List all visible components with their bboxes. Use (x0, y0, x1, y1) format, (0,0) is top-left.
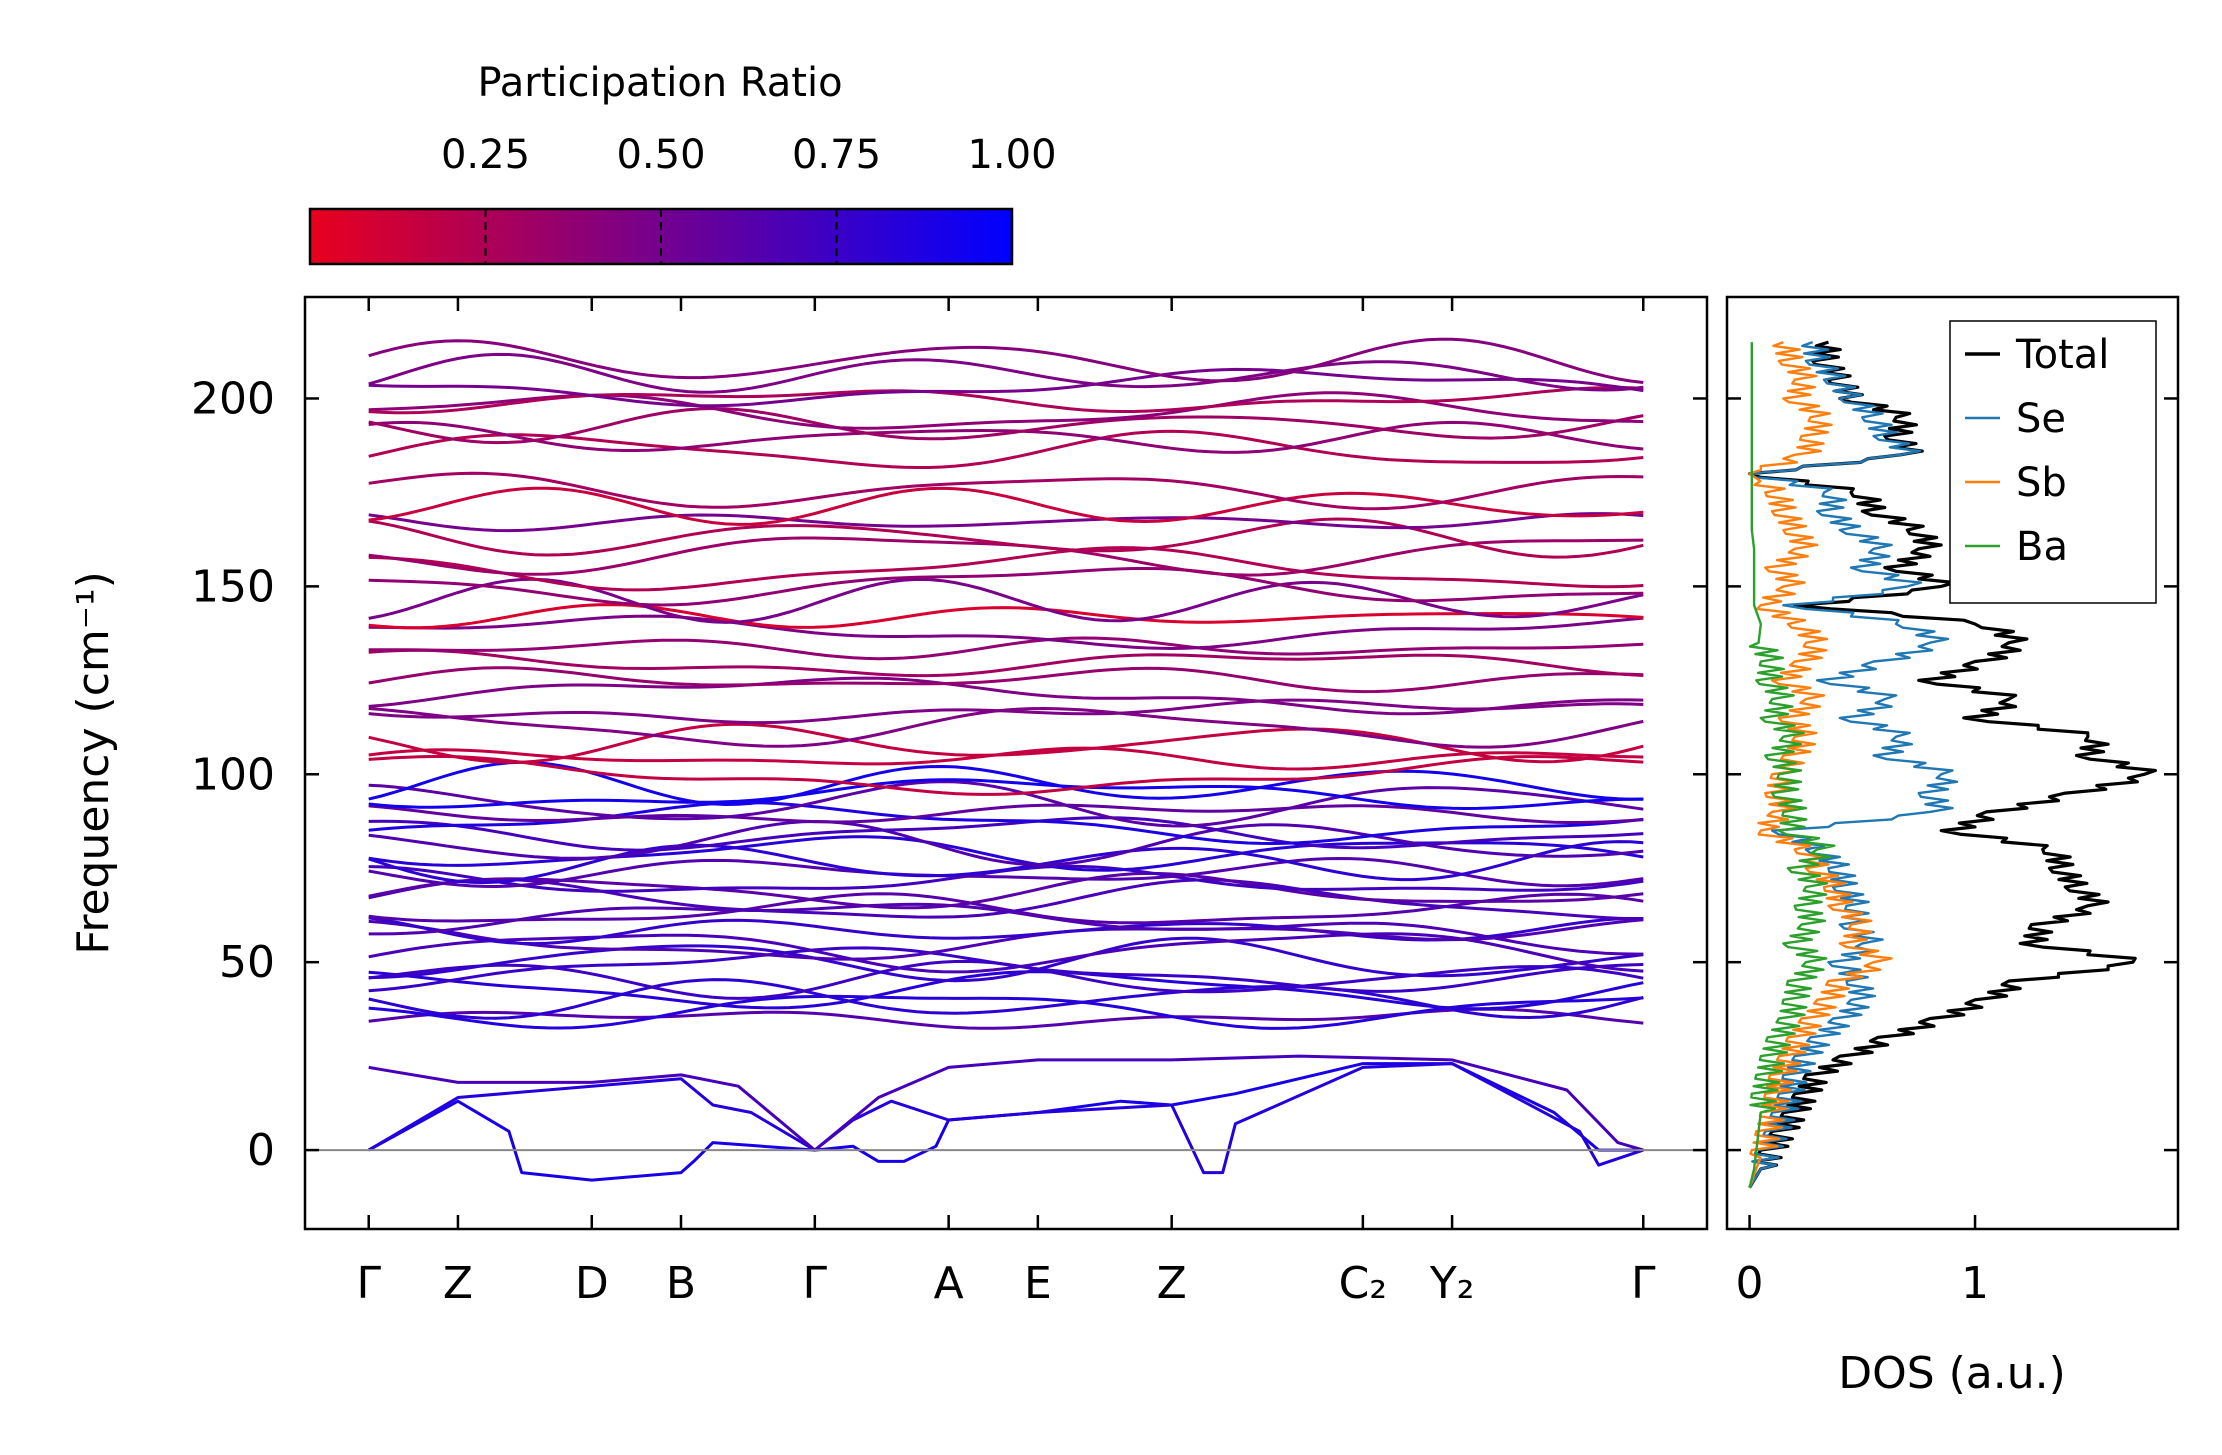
optical-branch (368, 486, 1644, 526)
acoustic-branch (367, 1062, 1644, 1175)
optical-branch (368, 932, 1644, 974)
acoustic-branch (367, 1062, 1644, 1182)
legend-label: Ba (2016, 524, 2068, 570)
optical-branch (368, 722, 1644, 764)
optical-branch (368, 337, 1644, 384)
optical-branch (368, 994, 1644, 1030)
optical-branch (368, 420, 1644, 454)
optical-branch (368, 803, 1644, 824)
band-x-ticks: Γ Z D B Γ A E Z C₂ Y₂ Γ (356, 297, 1656, 1309)
optical-branch (368, 819, 1644, 867)
dos-legend: Total Se Sb Ba (1949, 320, 2157, 604)
optical-branch (368, 471, 1644, 511)
y-tick-label: 100 (191, 749, 275, 800)
legend-frame (1949, 320, 2157, 604)
optical-branch (368, 648, 1644, 678)
optical-branch (368, 429, 1644, 469)
kpoint-label: D (575, 1258, 609, 1309)
optical-branch (368, 856, 1644, 889)
dos-y-ticks (1727, 397, 2178, 1152)
colorbar: Participation Ratio 0.25 0.50 0.75 1.00 (308, 60, 1057, 266)
colorbar-ticks: 0.25 0.50 0.75 1.00 (441, 132, 1057, 264)
dos-curve-total (1747, 340, 2157, 1189)
kpoint-label: Γ (1631, 1258, 1656, 1309)
dos-x-tick-label: 0 (1736, 1258, 1764, 1309)
optical-branch (368, 567, 1644, 607)
optical-branch (368, 840, 1644, 885)
optical-branch (368, 698, 1644, 725)
kpoint-label: Γ (803, 1258, 828, 1309)
colorbar-tick-label: 0.75 (792, 132, 881, 178)
dos-axes-frame (1725, 295, 2180, 1231)
dos-curve-ba (1748, 342, 1836, 1189)
optical-branch (368, 936, 1644, 983)
optical-branch (368, 636, 1644, 661)
y-tick-label: 0 (247, 1125, 275, 1176)
legend-label: Se (2016, 396, 2066, 442)
kpoint-label: E (1024, 1258, 1052, 1309)
band-axes-frame (303, 295, 1709, 1231)
optical-branch (368, 946, 1644, 993)
kpoint-label: A (934, 1258, 964, 1309)
dos-curve-se (1748, 340, 1959, 1189)
optical-branch (368, 892, 1644, 925)
colorbar-tick-label: 0.50 (616, 132, 705, 178)
band-lines (367, 337, 1644, 1182)
kpoint-label: B (666, 1258, 696, 1309)
kpoint-label: Y₂ (1429, 1258, 1475, 1309)
acoustic-branch (368, 1054, 1644, 1152)
optical-branch (368, 816, 1644, 852)
colorbar-title: Participation Ratio (477, 60, 842, 106)
optical-branch (368, 385, 1644, 415)
optical-branch (368, 614, 1644, 651)
optical-branch (368, 603, 1644, 630)
dos-x-tick-label: 1 (1961, 1258, 1989, 1309)
optical-branch (368, 780, 1644, 828)
kpoint-label: Z (443, 1258, 473, 1309)
band-structure-panel: Γ Z D B Γ A E Z C₂ Y₂ Γ 0 50 100 150 200 Frequency (cm… (68, 295, 1709, 1309)
y-tick-label: 150 (191, 561, 275, 612)
colorbar-tick-label: 1.00 (967, 132, 1056, 178)
dos-lines (1747, 340, 2157, 1189)
optical-branch (368, 706, 1644, 749)
optical-branch (368, 970, 1644, 1011)
optical-branch (368, 666, 1644, 694)
colorbar-tick-label: 0.25 (441, 132, 530, 178)
kpoint-label: Z (1157, 1258, 1187, 1309)
optical-branch (368, 676, 1644, 716)
optical-branch (368, 871, 1644, 910)
optical-branch (368, 352, 1644, 394)
y-tick-label: 50 (219, 937, 275, 988)
kpoint-label: Γ (356, 1258, 381, 1309)
optical-branch (368, 367, 1644, 408)
legend-label: Sb (2016, 460, 2067, 506)
band-y-ticks: 0 50 100 150 200 (191, 373, 1707, 1176)
optical-branch (368, 517, 1644, 559)
optical-branch (368, 512, 1644, 533)
y-axis-title: Frequency (cm⁻¹) (68, 571, 119, 955)
legend-label: Total (2015, 332, 2109, 378)
optical-branch (368, 919, 1644, 961)
optical-branch (368, 406, 1644, 445)
kpoint-label: C₂ (1339, 1258, 1387, 1309)
dos-x-axis-title: DOS (a.u.) (1838, 1348, 2066, 1399)
y-tick-label: 200 (191, 373, 275, 424)
optical-branch (368, 755, 1644, 796)
optical-branch (368, 778, 1644, 811)
optical-branch (368, 546, 1644, 592)
optical-branch (368, 877, 1644, 921)
